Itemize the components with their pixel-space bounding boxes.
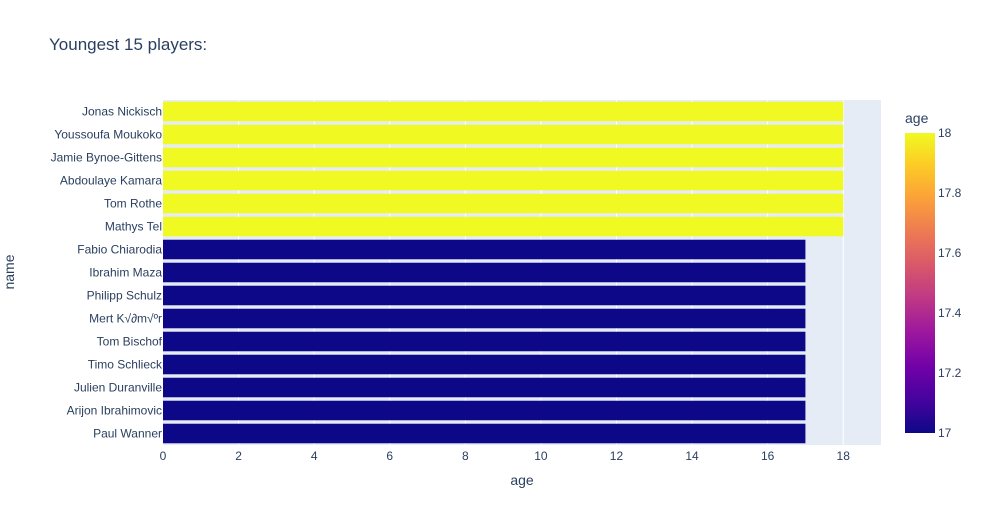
x-tick-label: 2 bbox=[235, 449, 242, 463]
bar bbox=[163, 423, 806, 444]
y-axis-title: name bbox=[1, 254, 17, 289]
y-tick-label: Abdoulaye Kamara bbox=[60, 174, 162, 188]
x-axis-title: age bbox=[510, 472, 534, 488]
x-tick-label: 4 bbox=[311, 449, 318, 463]
bar bbox=[163, 170, 844, 191]
colorbar-tick-label: 17.2 bbox=[938, 366, 962, 380]
bar bbox=[163, 377, 806, 398]
x-tick-label: 10 bbox=[534, 449, 548, 463]
y-tick-label: Mert K√∂m√ºr bbox=[89, 312, 162, 326]
colorbar-tick-label: 17 bbox=[938, 426, 952, 440]
colorbar-tick-label: 17.8 bbox=[938, 186, 962, 200]
x-tick-label: 16 bbox=[761, 449, 775, 463]
bar bbox=[163, 285, 806, 306]
bar bbox=[163, 239, 806, 260]
x-tick-label: 8 bbox=[462, 449, 469, 463]
x-tick-label: 14 bbox=[685, 449, 699, 463]
bar bbox=[163, 354, 806, 375]
bar bbox=[163, 262, 806, 283]
x-tick-label: 0 bbox=[160, 449, 167, 463]
bars bbox=[163, 101, 844, 444]
y-tick-label: Youssoufa Moukoko bbox=[54, 128, 162, 142]
y-tick-label: Jonas Nickisch bbox=[82, 105, 162, 119]
x-tick-labels: 0 2 4 6 8 10 12 14 16 18 bbox=[160, 449, 851, 463]
bar bbox=[163, 124, 844, 145]
colorbar-tick-label: 17.6 bbox=[938, 246, 962, 260]
chart-title: Youngest 15 players: bbox=[49, 35, 207, 54]
y-tick-label: Paul Wanner bbox=[93, 427, 162, 441]
bar bbox=[163, 193, 844, 214]
x-tick-label: 12 bbox=[610, 449, 624, 463]
x-tick-label: 6 bbox=[386, 449, 393, 463]
y-tick-label: Arijon Ibrahimovic bbox=[67, 404, 162, 418]
y-tick-label: Tom Rothe bbox=[104, 197, 162, 211]
colorbar-title: age bbox=[905, 110, 929, 126]
y-tick-labels: Jonas Nickisch Youssoufa Moukoko Jamie Byn… bbox=[51, 105, 163, 441]
y-tick-label: Fabio Chiarodia bbox=[77, 243, 162, 257]
bar bbox=[163, 216, 844, 237]
bar bbox=[163, 331, 806, 352]
colorbar-tick-labels: 17 17.2 17.4 17.6 17.8 18 bbox=[938, 126, 962, 440]
y-tick-label: Mathys Tel bbox=[105, 220, 162, 234]
bar bbox=[163, 308, 806, 329]
bar bbox=[163, 400, 806, 421]
y-tick-label: Philipp Schulz bbox=[87, 289, 162, 303]
colorbar-tick-label: 18 bbox=[938, 126, 952, 140]
bar bbox=[163, 101, 844, 122]
colorbar-tick-label: 17.4 bbox=[938, 306, 962, 320]
y-tick-label: Jamie Bynoe-Gittens bbox=[51, 151, 162, 165]
bar bbox=[163, 147, 844, 168]
colorbar: age 17 17.2 17.4 17.6 17.8 18 bbox=[905, 110, 962, 440]
y-tick-label: Ibrahim Maza bbox=[89, 266, 162, 280]
y-tick-label: Timo Schlieck bbox=[88, 358, 163, 372]
y-tick-label: Julien Duranville bbox=[74, 381, 162, 395]
x-tick-label: 18 bbox=[837, 449, 851, 463]
colorbar-gradient bbox=[905, 133, 935, 433]
y-tick-label: Tom Bischof bbox=[97, 335, 163, 349]
